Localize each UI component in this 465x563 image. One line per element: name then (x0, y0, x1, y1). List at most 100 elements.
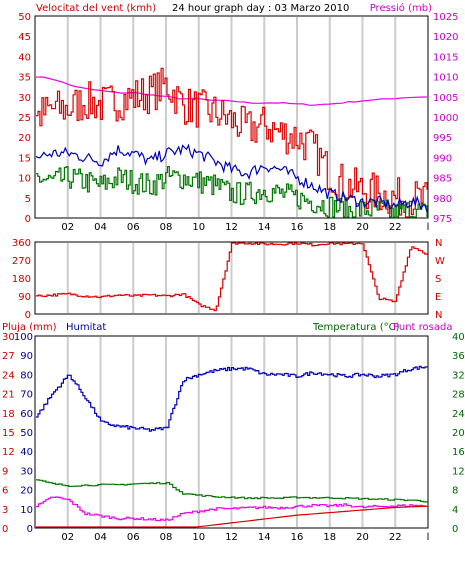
humidity-axis-tick: 40 (20, 447, 33, 458)
temperature-axis-tick: 12 (452, 466, 465, 477)
humidity-axis-tick: 30 (20, 466, 33, 477)
wind-axis-tick: 35 (18, 73, 31, 84)
wind-axis-tick: 10 (18, 174, 31, 185)
pressure-axis-tick: 985 (433, 174, 452, 185)
pressure-axis-tick: 995 (433, 133, 452, 144)
x-tick-label: 06 (127, 222, 140, 233)
rain-axis-tick: 30 (2, 332, 15, 343)
direction-degree-tick: 90 (18, 292, 31, 303)
x-tick-label: 10 (192, 532, 205, 543)
graph-title: 24 hour graph day : 03 Marzo 2010 (172, 3, 349, 14)
rain-axis-tick: 15 (2, 428, 15, 439)
temperature-axis-tick: 0 (452, 524, 458, 535)
x-tick-label: l (427, 532, 430, 543)
rain-axis-tick: 12 (2, 447, 15, 458)
rain-axis-tick: 9 (2, 466, 8, 477)
wind-axis-tick: 0 (25, 214, 31, 225)
x-tick-label: 16 (291, 222, 304, 233)
wind-axis-tick: 5 (25, 194, 31, 205)
pressure-axis-tick: 1015 (433, 52, 458, 63)
wind-gust-line (36, 67, 428, 218)
direction-compass-tick: W (435, 256, 445, 267)
wind-axis-tick: 20 (18, 133, 31, 144)
rain-axis-tick: 3 (2, 505, 8, 516)
humidity-axis-tick: 10 (20, 505, 33, 516)
temperature-axis-tick: 28 (452, 390, 465, 401)
x-tick-label: 22 (389, 532, 402, 543)
x-tick-label: 16 (291, 532, 304, 543)
dewpoint-title: Punt rosada (393, 322, 452, 333)
humidity-axis-tick: 20 (20, 486, 33, 497)
pressure-axis-tick: 1005 (433, 93, 458, 104)
temperature-line (36, 479, 428, 503)
rain-axis-tick: 24 (2, 370, 15, 381)
pressure-axis-tick: 1000 (433, 113, 458, 124)
x-tick-label: 20 (356, 532, 369, 543)
rain-line (36, 505, 428, 528)
x-tick-label: 04 (94, 532, 107, 543)
temperature-axis-tick: 20 (452, 428, 465, 439)
direction-degree-tick: 0 (25, 310, 31, 321)
direction-degree-tick: 360 (12, 238, 31, 249)
rain-axis-tick: 18 (2, 409, 15, 420)
wind-speed-title: Velocitat del vent (kmh) (36, 3, 156, 14)
x-tick-label: 12 (225, 222, 238, 233)
wind-speed-line (35, 143, 428, 212)
humidity-axis-tick: 80 (20, 370, 33, 381)
rain-title: Pluja (mm) (2, 322, 57, 333)
x-tick-label: l (427, 222, 430, 233)
pressure-axis-tick: 1020 (433, 32, 458, 43)
direction-compass-tick: N (435, 310, 442, 321)
pressure-title: Pressió (mb) (370, 2, 432, 14)
pressure-axis-tick: 980 (433, 194, 452, 205)
x-tick-label: 08 (160, 532, 173, 543)
temperature-axis-tick: 24 (452, 409, 465, 420)
humidity-axis-tick: 70 (20, 390, 33, 401)
rain-axis-tick: 27 (2, 351, 15, 362)
x-tick-label: 02 (61, 532, 74, 543)
wind-axis-tick: 50 (18, 12, 31, 23)
temperature-axis-tick: 32 (452, 370, 465, 381)
pressure-axis-tick: 1025 (433, 12, 458, 23)
humidity-axis-tick: 90 (20, 351, 33, 362)
pressure-axis-tick: 1010 (433, 73, 458, 84)
wind-axis-tick: 25 (18, 113, 31, 124)
temperature-axis-tick: 40 (452, 332, 465, 343)
x-tick-label: 18 (323, 222, 336, 233)
wind-axis-tick: 30 (18, 93, 31, 104)
x-tick-label: 02 (61, 222, 74, 233)
temperature-axis-tick: 8 (452, 486, 458, 497)
x-tick-label: 22 (389, 222, 402, 233)
temperature-axis-tick: 36 (452, 351, 465, 362)
rain-axis-tick: 0 (2, 524, 8, 535)
x-tick-label: 14 (258, 222, 271, 233)
x-tick-label: 06 (127, 532, 140, 543)
direction-compass-tick: N (435, 238, 442, 249)
wind-axis-tick: 45 (18, 32, 31, 43)
x-tick-label: 12 (225, 532, 238, 543)
wind-direction-line (36, 242, 428, 312)
direction-compass-tick: S (435, 274, 441, 285)
humidity-axis-tick: 0 (27, 524, 33, 535)
temperature-axis-tick: 4 (452, 505, 458, 516)
temperature-title: Temperatura (°C) (312, 322, 400, 333)
humidity-axis-tick: 60 (20, 409, 33, 420)
direction-degree-tick: 270 (12, 256, 31, 267)
humidity-axis-tick: 50 (20, 428, 33, 439)
pressure-axis-tick: 990 (433, 153, 452, 164)
x-tick-label: 18 (323, 532, 336, 543)
rain-axis-tick: 21 (2, 390, 15, 401)
wind-axis-tick: 40 (18, 52, 31, 63)
pressure-line (35, 76, 428, 106)
wind-axis-tick: 15 (18, 153, 31, 164)
x-tick-label: 10 (192, 222, 205, 233)
x-tick-label: 08 (160, 222, 173, 233)
direction-compass-tick: E (435, 292, 441, 303)
pressure-axis-tick: 975 (433, 214, 452, 225)
wind-average-line (36, 166, 428, 218)
temperature-axis-tick: 16 (452, 447, 465, 458)
rain-axis-tick: 6 (2, 486, 8, 497)
direction-degree-tick: 180 (12, 274, 31, 285)
x-tick-label: 20 (356, 222, 369, 233)
